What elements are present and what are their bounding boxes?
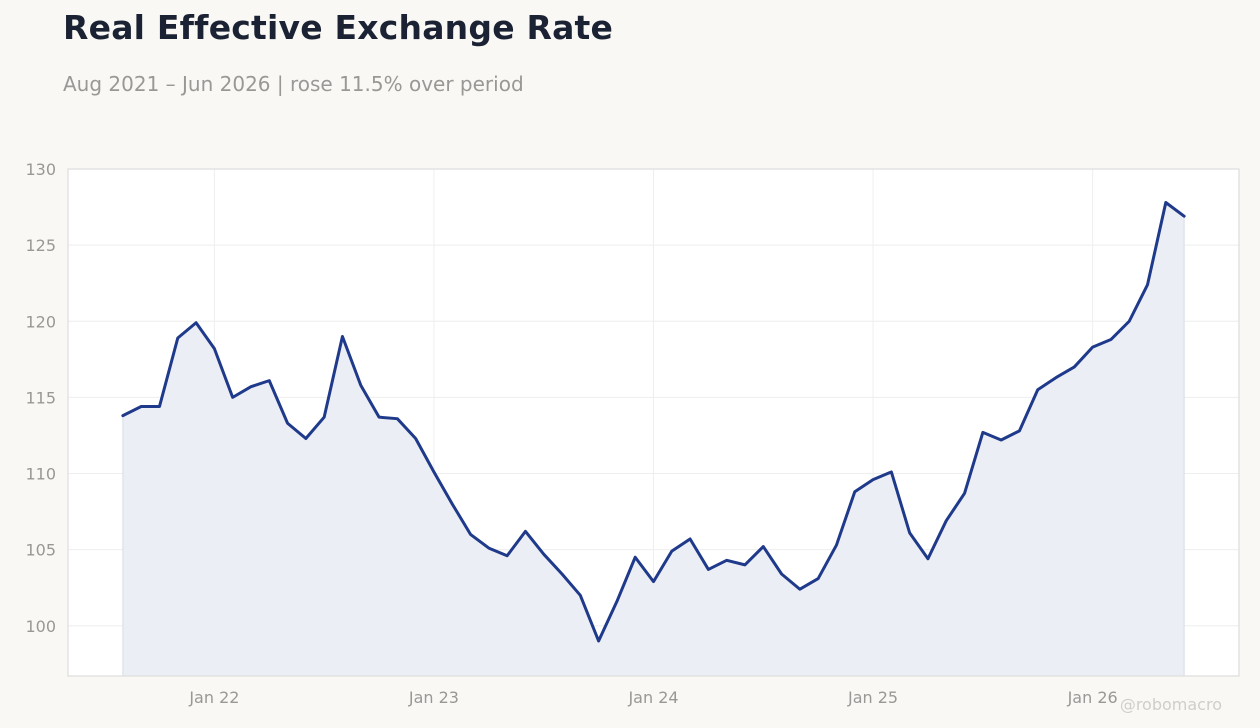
data-point	[725, 559, 728, 562]
data-point	[1109, 338, 1112, 341]
data-point	[945, 519, 948, 522]
data-point	[268, 379, 271, 382]
y-tick-label: 105	[25, 541, 56, 560]
data-point	[432, 470, 435, 473]
data-point	[195, 321, 198, 324]
x-tick-label: Jan 22	[188, 688, 239, 707]
data-point	[561, 572, 564, 575]
plot-border	[67, 168, 1240, 677]
data-point	[707, 568, 710, 571]
data-point	[780, 572, 783, 575]
data-point	[1018, 429, 1021, 432]
data-point	[926, 557, 929, 560]
data-point	[1146, 283, 1149, 286]
data-point	[689, 537, 692, 540]
data-point	[615, 600, 618, 603]
series-line	[121, 201, 1186, 643]
data-point	[304, 437, 307, 440]
data-point	[469, 533, 472, 536]
y-tick-label: 125	[25, 236, 56, 255]
x-tick-label: Jan 26	[1067, 688, 1118, 707]
data-point	[1055, 376, 1058, 379]
data-point	[140, 405, 143, 408]
data-point	[981, 431, 984, 434]
data-point	[1183, 215, 1186, 218]
y-tick-label: 110	[25, 465, 56, 484]
data-point	[1091, 346, 1094, 349]
watermark: @robomacro	[1119, 695, 1222, 714]
data-point	[817, 577, 820, 580]
y-tick-label: 130	[25, 160, 56, 179]
data-point	[1036, 388, 1039, 391]
data-point	[579, 594, 582, 597]
data-point	[524, 530, 527, 533]
data-point	[1164, 201, 1167, 204]
x-tick-label: Jan 23	[408, 688, 459, 707]
data-point	[487, 547, 490, 550]
data-point	[908, 531, 911, 534]
data-point	[158, 405, 161, 408]
data-point	[835, 544, 838, 547]
x-tick-label: Jan 25	[847, 688, 898, 707]
chart-title: Real Effective Exchange Rate	[63, 8, 614, 47]
data-point	[451, 502, 454, 505]
data-point	[798, 588, 801, 591]
data-point	[286, 422, 289, 425]
data-point	[359, 384, 362, 387]
data-point	[762, 545, 765, 548]
x-tick-label: Jan 24	[627, 688, 678, 707]
data-point	[890, 470, 893, 473]
data-point	[963, 492, 966, 495]
data-point	[872, 478, 875, 481]
data-point	[176, 337, 179, 340]
data-point	[231, 396, 234, 399]
data-point	[323, 416, 326, 419]
y-tick-label: 120	[25, 312, 56, 331]
data-point	[652, 580, 655, 583]
data-point	[213, 347, 216, 350]
data-point	[853, 490, 856, 493]
data-point	[396, 417, 399, 420]
data-point	[121, 414, 124, 417]
data-point	[378, 416, 381, 419]
data-point	[634, 556, 637, 559]
data-point	[1000, 439, 1003, 442]
data-point	[1128, 320, 1131, 323]
data-point	[670, 550, 673, 553]
y-tick-label: 115	[25, 388, 56, 407]
data-point	[1073, 365, 1076, 368]
y-tick-label: 100	[25, 617, 56, 636]
data-point	[597, 639, 600, 642]
data-point	[414, 437, 417, 440]
data-point	[249, 385, 252, 388]
data-point	[341, 335, 344, 338]
data-point	[506, 554, 509, 557]
data-point	[743, 563, 746, 566]
data-point	[542, 553, 545, 556]
chart-subtitle: Aug 2021 – Jun 2026 | rose 11.5% over pe…	[63, 72, 524, 96]
